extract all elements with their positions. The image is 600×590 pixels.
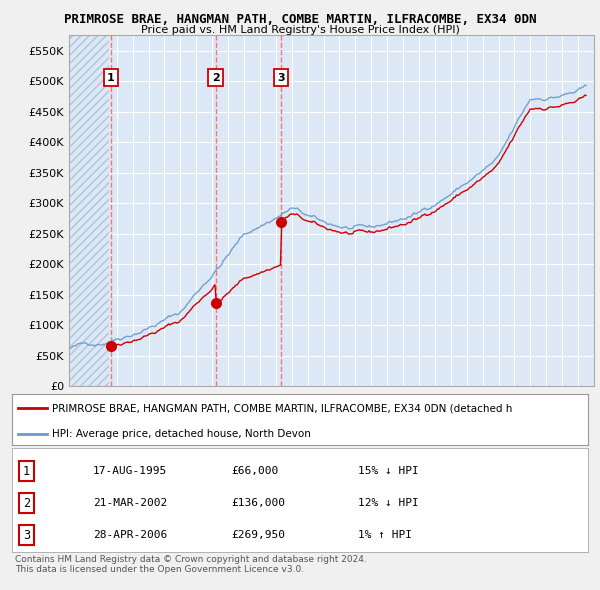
- Text: 28-APR-2006: 28-APR-2006: [92, 530, 167, 540]
- Text: PRIMROSE BRAE, HANGMAN PATH, COMBE MARTIN, ILFRACOMBE, EX34 0DN (detached h: PRIMROSE BRAE, HANGMAN PATH, COMBE MARTI…: [52, 403, 512, 413]
- Text: PRIMROSE BRAE, HANGMAN PATH, COMBE MARTIN, ILFRACOMBE, EX34 0DN: PRIMROSE BRAE, HANGMAN PATH, COMBE MARTI…: [64, 13, 536, 26]
- Text: HPI: Average price, detached house, North Devon: HPI: Average price, detached house, Nort…: [52, 429, 311, 439]
- Text: 3: 3: [277, 73, 285, 83]
- Text: 15% ↓ HPI: 15% ↓ HPI: [358, 466, 418, 476]
- Text: 12% ↓ HPI: 12% ↓ HPI: [358, 498, 418, 508]
- Text: 1% ↑ HPI: 1% ↑ HPI: [358, 530, 412, 540]
- Text: £66,000: £66,000: [231, 466, 278, 476]
- Text: Contains HM Land Registry data © Crown copyright and database right 2024.
This d: Contains HM Land Registry data © Crown c…: [15, 555, 367, 574]
- Text: 17-AUG-1995: 17-AUG-1995: [92, 466, 167, 476]
- Text: 3: 3: [23, 529, 30, 542]
- Text: 1: 1: [23, 464, 30, 478]
- Text: £136,000: £136,000: [231, 498, 285, 508]
- Text: £269,950: £269,950: [231, 530, 285, 540]
- Text: 2: 2: [212, 73, 220, 83]
- Bar: [69, 35, 109, 386]
- Text: 1: 1: [107, 73, 115, 83]
- Text: 21-MAR-2002: 21-MAR-2002: [92, 498, 167, 508]
- Text: Price paid vs. HM Land Registry's House Price Index (HPI): Price paid vs. HM Land Registry's House …: [140, 25, 460, 35]
- Text: 2: 2: [23, 497, 30, 510]
